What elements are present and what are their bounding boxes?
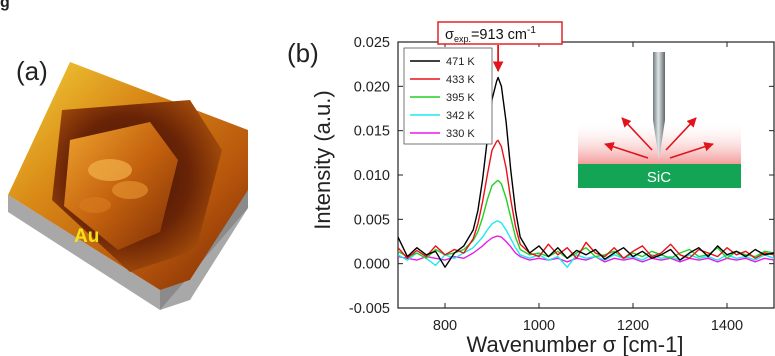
legend-label: 433 K [446,74,475,86]
x-tick-label: 800 [433,318,457,334]
y-tick-label: 0.020 [354,79,390,95]
legend-label: 471 K [446,56,475,68]
afm-tip-icon [653,52,665,160]
x-axis-label: Wavenumber σ [cm-1] [467,332,684,356]
y-tick-label: 0.025 [354,35,390,51]
scatter-arrow-icon [669,142,714,159]
clipped-heading: g [0,0,10,11]
series-line-330-K [398,235,774,263]
tip-substrate-inset: SiC [578,52,741,188]
sic-label: SiC [647,169,671,186]
annotation-text: σexp.=913 cm-1 [445,25,536,44]
plot-series [398,76,774,268]
y-tick-label: 0.010 [354,168,390,184]
series-line-342-K [398,220,774,268]
scatter-arrow-icon [621,117,653,151]
scatter-arrow-icon [604,142,649,159]
afm-topography-image: Au [8,62,248,310]
panel-b-label: (b) [287,38,319,68]
y-tick-label: -0.005 [349,301,390,317]
sic-substrate [578,164,741,188]
x-tick-label: 1200 [617,318,649,334]
afm-base [8,190,248,310]
y-axis-label: Intensity (a.u.) [310,90,335,229]
y-tick-label: 0.005 [354,212,390,228]
annotation-box [437,21,563,45]
panel-a-label: (a) [16,56,48,86]
legend: 471 K 433 K 395 K 342 K 330 K [403,47,493,145]
y-tick-label: 0.015 [354,124,390,140]
afm-highlight [79,197,111,213]
x-tick-label: 1000 [523,318,555,334]
y-tick-label: 0.000 [354,257,390,273]
legend-box [403,47,493,145]
x-axis: 800 1000 1200 1400 [433,42,743,334]
x-tick-label: 1400 [711,318,743,334]
legend-label: 330 K [446,128,475,140]
peak-annotation: σexp.=913 cm-1 [437,21,563,73]
legend-label: 395 K [446,92,475,104]
y-axis: -0.005 0.000 0.005 0.010 0.015 0.020 0.025 [349,35,774,317]
au-label: Au [74,226,99,247]
legend-label: 342 K [446,110,475,122]
afm-highlight [88,159,132,181]
scatter-arrow-icon [665,117,697,151]
afm-highlight [112,181,148,199]
series-line-471-K [398,76,774,268]
